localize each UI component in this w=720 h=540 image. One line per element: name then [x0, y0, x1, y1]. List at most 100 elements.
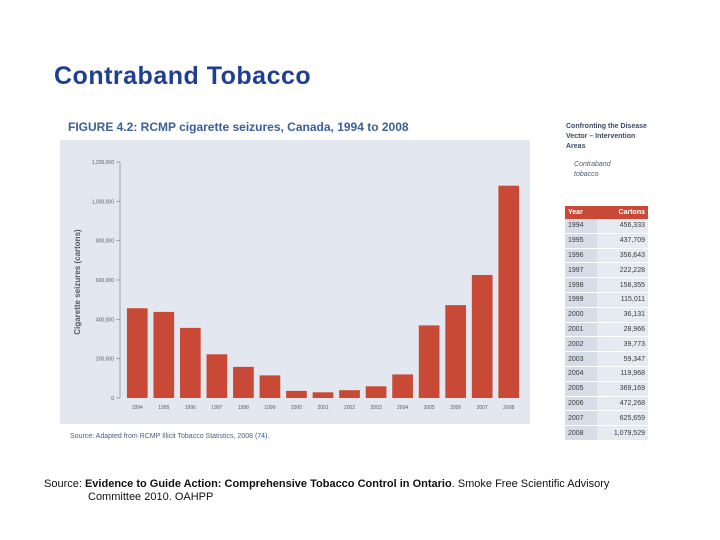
x-tick-label: 2001 — [317, 405, 328, 411]
source-prefix: Source: — [44, 478, 85, 490]
x-tick-label: 1994 — [132, 405, 143, 411]
table-cell-year: 1994 — [565, 219, 597, 234]
bar-2003 — [365, 386, 387, 398]
figure-source: Source: Adapted from RCMP Illicit Tobacc… — [70, 433, 269, 440]
bar-1994 — [126, 308, 148, 398]
y-tick-label: 1,000,000 — [92, 199, 114, 205]
table-cell-year: 1996 — [565, 248, 597, 264]
bar-2004 — [392, 374, 413, 398]
x-tick-label: 2002 — [344, 405, 355, 411]
table-header-cartons: Cartons — [597, 206, 648, 219]
table-cell-year: 2006 — [565, 396, 597, 412]
slide-title: Contraband Tobacco — [54, 62, 312, 90]
figure-title: FIGURE 4.2: RCMP cigarette seizures, Can… — [68, 120, 409, 134]
table-cell-cartons: 119,968 — [597, 366, 648, 382]
table-row: 2008 1,079,529 — [565, 425, 648, 441]
table-cell-year: 1997 — [565, 262, 597, 279]
y-axis-label: Cigarette seizures (cartons) — [73, 229, 82, 335]
bar-1999 — [259, 375, 281, 398]
table-row: 1994 456,333 — [565, 219, 648, 234]
bar-2007 — [471, 274, 493, 398]
bar-2002 — [339, 390, 360, 398]
source-rest: . Smoke Free Scientific Advisory — [451, 478, 610, 490]
table-cell-cartons: 1,079,529 — [597, 425, 648, 441]
table-cell-cartons: 437,709 — [597, 233, 648, 249]
bar-1997 — [206, 354, 228, 398]
table-cell-cartons: 356,643 — [597, 248, 648, 264]
bar-2001 — [312, 392, 334, 398]
bars — [126, 185, 520, 398]
table-body: 1994 456,333 1995 437,709 1996 356,643 1997 222… — [565, 219, 648, 441]
x-tick-label: 2007 — [477, 405, 488, 411]
table-cell-cartons: 456,333 — [597, 219, 648, 234]
x-tick-label: 1998 — [238, 405, 249, 411]
table-row: 1996 356,643 — [565, 248, 648, 264]
table-cell-year: 2005 — [565, 381, 597, 397]
bar-1996 — [179, 327, 201, 398]
table-row: 1997 222,228 — [565, 262, 648, 279]
x-tick-label: 2005 — [424, 405, 435, 411]
table-cell-cartons: 59,347 — [597, 351, 648, 367]
sidebar-subheading: Contraband tobacco — [574, 161, 611, 178]
table-row: 1995 437,709 — [565, 233, 648, 249]
seizures-bar-chart: Cigarette seizures (cartons) 0 200,000 400… — [60, 140, 530, 424]
table-row: 2007 625,659 — [565, 410, 648, 427]
table-cell-cartons: 369,169 — [597, 381, 648, 397]
table-cell-cartons: 36,131 — [597, 307, 648, 323]
y-tick-label: 200,000 — [96, 357, 114, 363]
y-tick-label: 800,000 — [96, 239, 114, 245]
x-axis: 1994 1995 1996 1997 1998 1999 2000 2001 2002 2003… — [132, 405, 515, 411]
y-tick-label: 400,000 — [96, 317, 114, 323]
bar-2006 — [445, 305, 467, 398]
table-row: 2003 59,347 — [565, 351, 648, 367]
table-row: 1999 115,011 — [565, 292, 648, 308]
figure-source-text: Source: Adapted from RCMP Illicit Tobacc… — [70, 433, 255, 440]
x-tick-label: 2004 — [397, 405, 408, 411]
table-cell-cartons: 472,268 — [597, 396, 648, 412]
source-line2: Committee 2010. OAHPP — [88, 491, 214, 503]
bar-2008 — [498, 185, 520, 398]
source-note: Source: Evidence to Guide Action: Compre… — [44, 478, 684, 504]
table-cell-cartons: 158,355 — [597, 277, 648, 293]
table-cell-cartons: 115,011 — [597, 292, 648, 308]
cartons-table: Year Cartons 1994 456,333 1995 437,709 1996 3… — [565, 206, 648, 441]
table-cell-cartons: 625,659 — [597, 410, 648, 427]
table-header-row: Year Cartons — [565, 206, 648, 219]
x-tick-label: 1996 — [185, 405, 196, 411]
y-axis: 0 200,000 400,000 600,000 800,000 1,000,000 1,… — [92, 160, 121, 402]
table-cell-year: 2000 — [565, 307, 597, 323]
y-tick-label: 1,200,000 — [92, 160, 114, 166]
x-tick-label: 2006 — [450, 405, 461, 411]
table-cell-cartons: 39,773 — [597, 336, 648, 353]
table-cell-cartons: 28,966 — [597, 322, 648, 338]
table-row: 2002 39,773 — [565, 336, 648, 353]
bar-1998 — [233, 366, 254, 398]
table-cell-year: 2003 — [565, 351, 597, 367]
table-cell-year: 1999 — [565, 292, 597, 308]
y-tick-label: 0 — [111, 396, 114, 402]
table-cell-cartons: 222,228 — [597, 262, 648, 279]
x-tick-label: 1997 — [211, 405, 222, 411]
table-row: 2000 36,131 — [565, 307, 648, 323]
table-cell-year: 2008 — [565, 425, 597, 441]
table-header-year: Year — [565, 206, 597, 219]
table-row: 2006 472,268 — [565, 396, 648, 412]
bar-2005 — [418, 325, 440, 398]
figure-source-ref: (74). — [254, 433, 270, 440]
table-cell-year: 1998 — [565, 277, 597, 293]
x-tick-label: 1999 — [264, 405, 275, 411]
x-tick-label: 1995 — [158, 405, 169, 411]
table-row: 2001 28,966 — [565, 322, 648, 338]
x-tick-label: 2000 — [291, 405, 302, 411]
sidebar-heading: Confronting the Disease Vector – Interve… — [566, 123, 647, 150]
table-row: 1998 158,355 — [565, 277, 648, 293]
bar-1995 — [153, 311, 175, 398]
x-tick-label: 2008 — [503, 405, 514, 411]
table-cell-year: 2002 — [565, 336, 597, 353]
source-title: Evidence to Guide Action: Comprehensive … — [84, 478, 452, 490]
x-tick-label: 2003 — [371, 405, 382, 411]
table-cell-year: 2001 — [565, 322, 597, 338]
table-cell-year: 2007 — [565, 410, 597, 427]
table-row: 2005 369,169 — [565, 381, 648, 397]
y-tick-label: 600,000 — [96, 278, 114, 284]
